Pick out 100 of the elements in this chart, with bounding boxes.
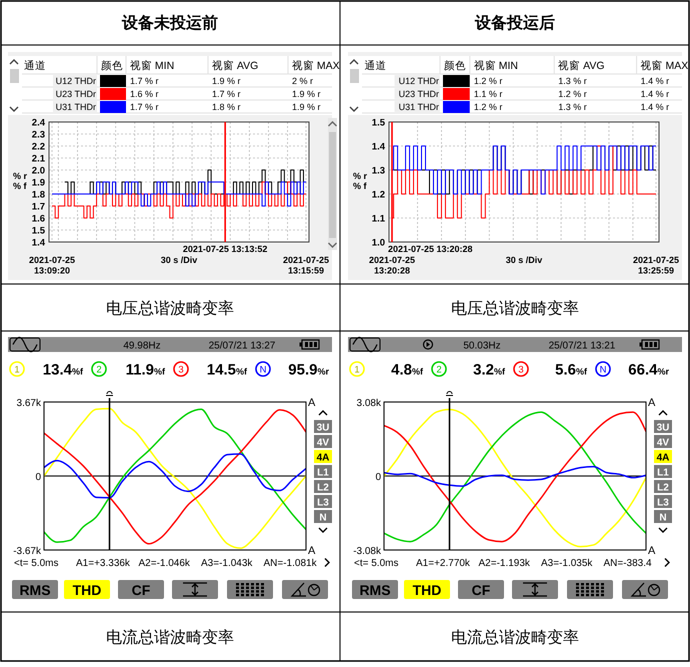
y-tick-label: 1.9 bbox=[32, 178, 45, 188]
text: 1.9 % r bbox=[212, 76, 241, 86]
text: 电流总谐波畸变率 bbox=[451, 628, 579, 646]
text: A3=-1.043k bbox=[201, 558, 254, 569]
text: 1.4 % r bbox=[640, 102, 670, 112]
text: 颜色 bbox=[444, 59, 466, 72]
text: 视窗 AVG bbox=[558, 59, 605, 72]
text: 1.7 % r bbox=[130, 76, 159, 86]
legend-label: U23 THDr bbox=[56, 89, 96, 99]
y-tick-label: -3.08k bbox=[353, 546, 382, 557]
legend-label: U31 THDr bbox=[56, 102, 96, 112]
text: 4A bbox=[316, 452, 330, 464]
x-tick-label: 2021-07-25 13:09:20 bbox=[28, 255, 76, 276]
y-tick-label: 2.4 bbox=[32, 118, 46, 128]
text: 1 bbox=[14, 364, 20, 376]
text: N bbox=[659, 512, 667, 524]
y-axis-title: A bbox=[648, 397, 656, 409]
x-tick-label: 2021-07-25 13:20:28 bbox=[368, 255, 416, 276]
text: 3 bbox=[178, 364, 184, 376]
text: 通道 bbox=[24, 59, 46, 72]
y-axis-title: % r % f bbox=[13, 171, 28, 191]
text: <t= 5.0ms bbox=[14, 558, 58, 569]
text: 3U bbox=[316, 422, 330, 434]
text: 1.2 % r bbox=[558, 89, 587, 99]
text: A bbox=[308, 545, 316, 557]
text: 49.98Hz bbox=[123, 340, 161, 352]
text: N bbox=[260, 364, 267, 376]
text: <t= 5.0ms bbox=[354, 558, 398, 569]
text: 1.2 % r bbox=[474, 76, 502, 86]
text: 4.8%f bbox=[391, 362, 424, 378]
text: L2 bbox=[317, 482, 330, 494]
text: RMS bbox=[19, 582, 51, 598]
text: N bbox=[600, 364, 607, 376]
text: 1.3 % r bbox=[558, 102, 587, 112]
y-tick-label: 1.4 bbox=[32, 238, 46, 248]
text: 5.6%f bbox=[555, 362, 588, 378]
ref-line-label: 2021-07-25 13:13:52 bbox=[182, 244, 268, 254]
text: 1.6 % r bbox=[130, 89, 159, 99]
text: 电流总谐波畸变率 bbox=[106, 628, 234, 646]
text: THD bbox=[72, 582, 102, 598]
y-tick-label: 1.7 bbox=[32, 202, 45, 212]
y-tick-label: 1.4 bbox=[372, 142, 386, 152]
text: N bbox=[319, 512, 327, 524]
text: 3 bbox=[518, 364, 524, 376]
y-tick-label: 3.08k bbox=[356, 398, 382, 409]
y-tick-label: 0 bbox=[35, 472, 42, 483]
text: A2=-1.193k bbox=[478, 558, 531, 569]
text: 4V bbox=[656, 438, 670, 448]
text: 电压总谐波畸变率 bbox=[451, 300, 579, 318]
y-tick-label: 2.0 bbox=[32, 166, 45, 176]
text: 4V bbox=[316, 438, 330, 448]
x-axis-title: 30 s /Div bbox=[506, 255, 542, 265]
y-tick-label: 2.1 bbox=[32, 154, 46, 164]
text: 50.03Hz bbox=[463, 340, 501, 352]
y-tick-label: -3.67k bbox=[13, 546, 42, 557]
text: 11.9%f bbox=[126, 362, 166, 378]
text: 1.4 % r bbox=[640, 76, 670, 86]
legend-label: U12 THDr bbox=[398, 76, 439, 86]
text: 1.7 % r bbox=[130, 102, 159, 112]
text: 13.4%f bbox=[42, 362, 84, 378]
text: 2 bbox=[96, 364, 102, 376]
text: 视窗 MAX bbox=[292, 59, 340, 72]
text: 25/07/21 13:21 bbox=[548, 340, 616, 352]
text: 3U bbox=[656, 422, 670, 434]
text: 1.1 % r bbox=[474, 89, 502, 99]
y-tick-label: 1.6 bbox=[32, 214, 45, 224]
text: A3=-1.035k bbox=[541, 558, 594, 569]
x-tick-label: 2021-07-25 13:15:59 bbox=[282, 255, 330, 276]
x-axis-title: 30 s /Div bbox=[160, 255, 198, 265]
text: 电压总谐波畸变率 bbox=[106, 300, 234, 318]
text: A2=-1.046k bbox=[138, 558, 191, 569]
text: L3 bbox=[657, 498, 670, 508]
y-axis-title: A bbox=[308, 397, 316, 409]
y-tick-label: 1.3 bbox=[372, 166, 385, 176]
text: 通道 bbox=[364, 59, 387, 72]
text: 视窗 MAX bbox=[640, 59, 688, 72]
text: L1 bbox=[317, 468, 330, 478]
text: A1=+2.770k bbox=[416, 558, 471, 569]
y-tick-label: 1.8 bbox=[32, 190, 45, 200]
y-tick-label: 1.5 bbox=[32, 226, 46, 236]
text: L3 bbox=[317, 498, 330, 508]
text: 66.4%r bbox=[628, 362, 670, 378]
text: 1 bbox=[354, 364, 360, 376]
ref-line-label: 2021-07-25 13:20:28 bbox=[388, 244, 473, 254]
y-tick-label: 1.0 bbox=[372, 238, 385, 248]
legend-label: U23 THDr bbox=[398, 89, 439, 99]
text: 1.8 % r bbox=[212, 102, 241, 112]
text: 1.3 % r bbox=[558, 76, 587, 86]
text: A1=+3.336k bbox=[76, 558, 131, 569]
text: 1.9 % r bbox=[292, 89, 321, 99]
text: 2 % r bbox=[292, 76, 314, 86]
text: 1.2 % r bbox=[474, 102, 502, 112]
text: 1.7 % r bbox=[212, 89, 241, 99]
text: 2 bbox=[436, 364, 442, 376]
text: THD bbox=[412, 582, 442, 598]
text: 3.2%f bbox=[473, 362, 506, 378]
y-tick-label: 2.3 bbox=[32, 130, 45, 140]
text: 95.9%r bbox=[288, 362, 330, 378]
text: RMS bbox=[359, 582, 391, 598]
chart-title: 设备投运后 bbox=[474, 14, 555, 32]
